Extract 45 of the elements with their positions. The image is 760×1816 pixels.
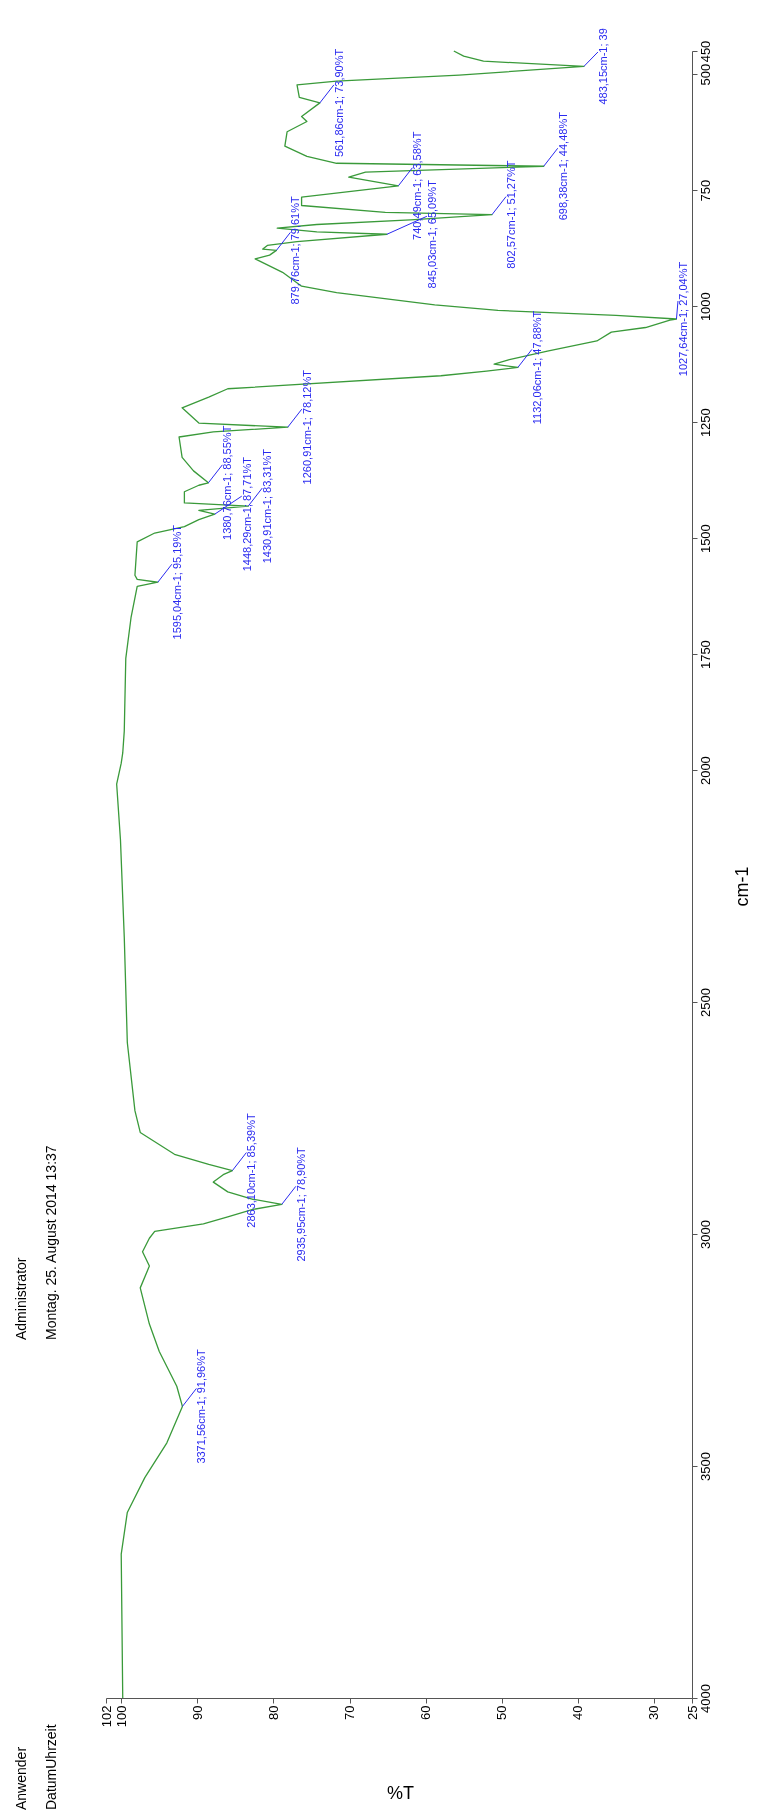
annotation: 2863,10cm-1; 85,39%T xyxy=(245,1113,258,1228)
annotation: 802,57cm-1; 51,27%T xyxy=(505,160,518,269)
x-tick-label: 90 xyxy=(189,1705,205,1720)
y-tick-label: 3500 xyxy=(697,1452,713,1481)
x-axis-title: %T xyxy=(387,1782,414,1803)
text: DatumUhrzeit xyxy=(43,1724,59,1810)
x-tick-label: 25 xyxy=(684,1705,700,1720)
y-tick-label: 1000 xyxy=(697,292,713,322)
x-tick-label: 80 xyxy=(265,1705,281,1720)
x-tick-label: 30 xyxy=(646,1705,662,1720)
annotation: 561,86cm-1; 73,90%T xyxy=(332,48,345,158)
x-tick-label: 50 xyxy=(494,1705,510,1720)
y-tick-label: 1500 xyxy=(697,524,713,554)
x-tick-label: 100 xyxy=(113,1705,129,1728)
annotation: 2935,95cm-1; 78,90%T xyxy=(294,1146,307,1262)
x-tick-label: 102 xyxy=(98,1705,114,1728)
text: Montag. 25. August 2014 13:37 xyxy=(43,1145,59,1340)
y-tick-label: 500 xyxy=(697,63,713,86)
x-tick-label: 70 xyxy=(342,1705,358,1720)
annotation: 698,38cm-1; 44,48%T xyxy=(556,111,569,221)
annotation: 1430,91cm-1; 83,31%T xyxy=(261,448,274,564)
text: Anwender xyxy=(13,1746,29,1810)
annotation: 3371,56cm-1; 91,96%T xyxy=(195,1348,208,1464)
y-tick-label: 2500 xyxy=(697,988,713,1018)
annotation: 1260,91cm-1; 78,12%T xyxy=(300,369,313,485)
annotation: 1027,64cm-1; 27,04%T xyxy=(677,261,689,377)
y-tick-label: 750 xyxy=(697,179,713,202)
annotation: 483,15cm-1; 39 xyxy=(596,28,609,105)
x-tick-label: 60 xyxy=(418,1705,434,1720)
y-tick-label: 1750 xyxy=(697,640,713,670)
annotation: 845,03cm-1; 65,09%T xyxy=(425,179,438,289)
annotation: 1448,29cm-1; 87,71%T xyxy=(240,456,253,572)
y-axis-title: cm-1 xyxy=(731,866,752,907)
annotation: 1380,76cm-1; 88,55%T xyxy=(221,425,234,540)
annotation: 1595,04cm-1; 95,19%T xyxy=(170,524,183,640)
y-tick-label: 3000 xyxy=(697,1220,713,1250)
annotation: 740,49cm-1; 63,58%T xyxy=(411,131,424,240)
y-tick-label: 1250 xyxy=(697,408,713,438)
text: Administrator xyxy=(13,1257,29,1340)
annotation: 1132,06cm-1; 47,88%T xyxy=(530,310,543,425)
y-tick-label: 2000 xyxy=(697,756,713,786)
y-tick-label: 450 xyxy=(697,40,713,63)
x-tick-label: 40 xyxy=(570,1705,586,1720)
y-tick-label: 4000 xyxy=(697,1684,713,1713)
annotation: 879,76cm-1; 79,61%T xyxy=(289,195,302,305)
